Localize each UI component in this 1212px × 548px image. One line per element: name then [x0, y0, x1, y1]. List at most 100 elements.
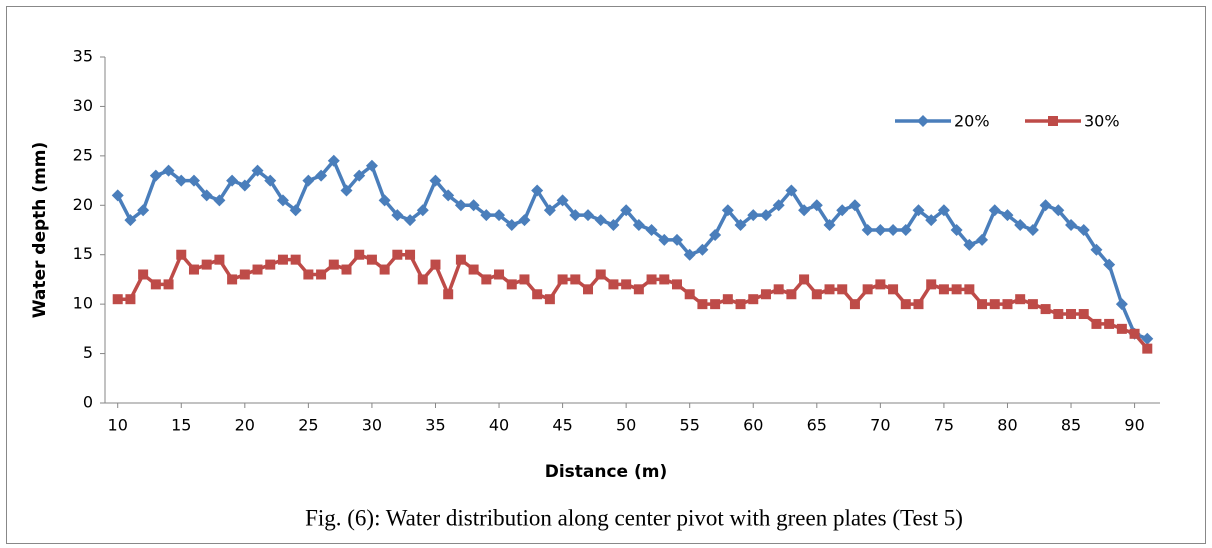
point: [366, 254, 377, 265]
point: [1103, 258, 1116, 271]
point: [404, 214, 417, 227]
point: [964, 284, 975, 295]
point: [937, 204, 950, 217]
point: [1077, 224, 1090, 236]
y-tick-label: 25: [73, 145, 93, 164]
x-tick-label: 60: [743, 416, 763, 435]
point: [226, 174, 239, 187]
point: [557, 274, 568, 285]
point: [633, 284, 644, 295]
point: [340, 184, 353, 197]
x-tick-label: 70: [870, 416, 890, 435]
point: [252, 264, 263, 275]
point: [798, 204, 811, 217]
point: [124, 214, 137, 227]
point: [824, 284, 835, 295]
point: [583, 284, 594, 295]
point: [849, 299, 860, 310]
point: [899, 224, 912, 236]
point: [429, 174, 442, 187]
point: [722, 294, 733, 305]
point: [302, 174, 315, 187]
point: [239, 269, 250, 280]
legend-label: 20%: [954, 112, 990, 131]
point: [760, 289, 771, 300]
x-tick-label: 35: [425, 416, 445, 435]
point: [137, 204, 150, 217]
x-tick-label: 25: [298, 416, 318, 435]
point: [163, 279, 174, 290]
point: [671, 279, 682, 290]
point: [289, 204, 302, 217]
x-tick-label: 50: [616, 416, 636, 435]
point: [887, 224, 900, 236]
point: [200, 189, 213, 202]
x-tick-label: 65: [807, 416, 827, 435]
point: [632, 219, 645, 232]
point: [659, 274, 670, 285]
point: [607, 219, 620, 232]
point: [785, 184, 798, 197]
point: [811, 289, 822, 300]
point: [1026, 224, 1039, 236]
point: [963, 238, 976, 251]
point: [1141, 332, 1154, 345]
x-tick-label: 90: [1124, 416, 1144, 435]
point: [621, 279, 632, 290]
point: [1116, 323, 1127, 334]
point: [327, 154, 340, 167]
point: [1015, 294, 1026, 305]
point: [837, 284, 848, 295]
point: [1091, 318, 1102, 329]
point: [759, 209, 772, 222]
point: [544, 294, 555, 305]
point: [1053, 309, 1064, 320]
point: [265, 259, 276, 270]
point: [454, 199, 467, 212]
point: [874, 224, 887, 236]
legend-marker: [917, 115, 929, 127]
point: [430, 259, 441, 270]
point: [187, 174, 200, 187]
point: [888, 284, 899, 295]
point: [188, 264, 199, 275]
point: [149, 169, 162, 182]
point: [951, 284, 962, 295]
point: [1129, 328, 1140, 339]
y-tick-label: 35: [73, 47, 93, 66]
point: [747, 209, 760, 222]
point: [150, 279, 161, 290]
point: [900, 299, 911, 310]
point: [176, 249, 187, 260]
point: [773, 284, 784, 295]
point: [976, 233, 989, 246]
point: [1027, 299, 1038, 310]
point: [950, 224, 963, 236]
y-tick-label: 0: [83, 393, 93, 412]
point: [481, 274, 492, 285]
point: [238, 179, 251, 192]
y-tick-label: 15: [73, 244, 93, 263]
series-line: [116, 159, 1148, 341]
y-tick-label: 20: [73, 195, 93, 214]
point: [684, 289, 695, 300]
point: [646, 274, 657, 285]
point: [823, 219, 836, 232]
point: [1002, 299, 1013, 310]
point: [810, 199, 823, 212]
point: [570, 274, 581, 285]
point: [1104, 318, 1115, 329]
y-tick-label: 10: [73, 294, 93, 313]
point: [683, 248, 696, 261]
point: [799, 274, 810, 285]
point: [543, 204, 556, 217]
point: [392, 249, 403, 260]
point: [1115, 298, 1128, 311]
point: [138, 269, 149, 280]
y-axis-label: Water depth (mm): [30, 142, 50, 319]
point: [1090, 243, 1103, 256]
x-tick-label: 85: [1061, 416, 1081, 435]
x-tick-label: 45: [552, 416, 572, 435]
point: [379, 264, 390, 275]
